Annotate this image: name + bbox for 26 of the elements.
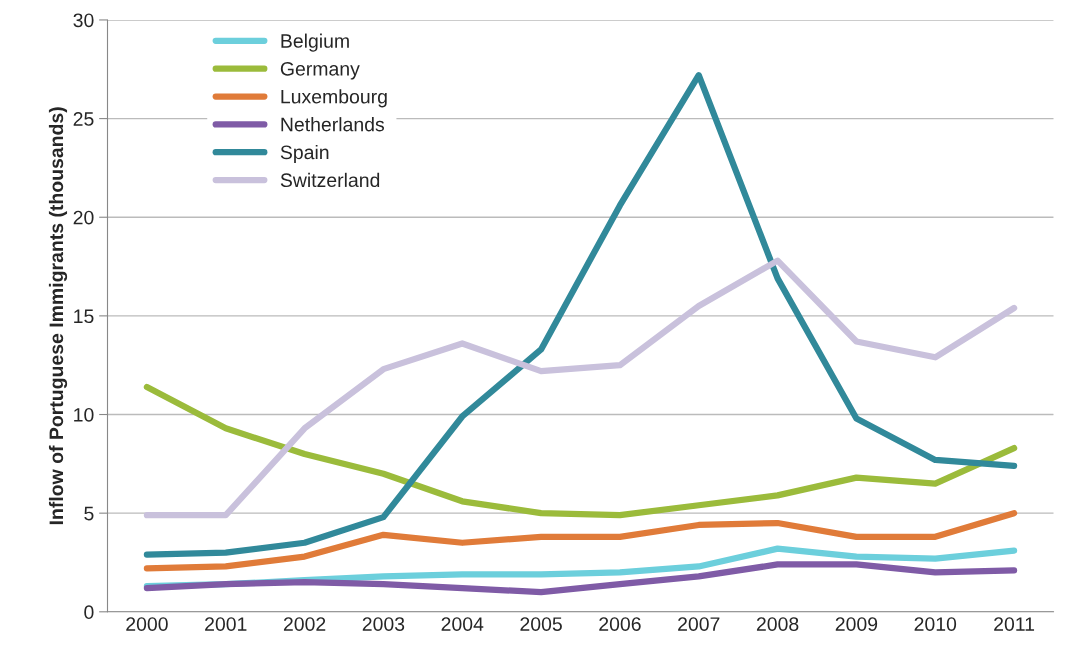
x-tick-label: 2004 <box>441 617 484 631</box>
y-tick-label: 0 <box>84 605 94 620</box>
legend-label: Switzerland <box>280 172 380 188</box>
y-tick-label: 20 <box>73 210 94 225</box>
legend-label: Luxembourg <box>281 89 387 108</box>
x-tick-label: 2006 <box>599 617 641 631</box>
y-tick-label: 30 <box>73 13 94 28</box>
x-tick-label: 2003 <box>362 617 405 631</box>
y-tick-label: 25 <box>73 112 94 126</box>
x-tick-label: 2009 <box>835 617 878 631</box>
x-tick-label: 2007 <box>678 617 720 631</box>
legend-label: Germany <box>280 61 360 80</box>
x-tick-label: 2000 <box>126 617 168 631</box>
y-tick-label: 5 <box>84 506 94 521</box>
x-tick-label: 2001 <box>205 617 247 631</box>
legend-label: Netherlands <box>281 117 385 132</box>
x-tick-label: 2011 <box>994 617 1035 631</box>
x-tick-label: 2002 <box>283 617 326 631</box>
legend-label: Spain <box>280 144 329 164</box>
x-tick-label: 2008 <box>756 617 799 631</box>
x-tick-label: 2010 <box>914 617 957 631</box>
y-axis-title: Inflow of Portuguese Immigrants (thousands) <box>48 107 68 525</box>
y-tick-label: 15 <box>74 309 94 324</box>
x-tick-label: 2005 <box>520 617 562 631</box>
legend-label: Belgium <box>281 33 349 52</box>
y-tick-label: 10 <box>74 407 94 422</box>
